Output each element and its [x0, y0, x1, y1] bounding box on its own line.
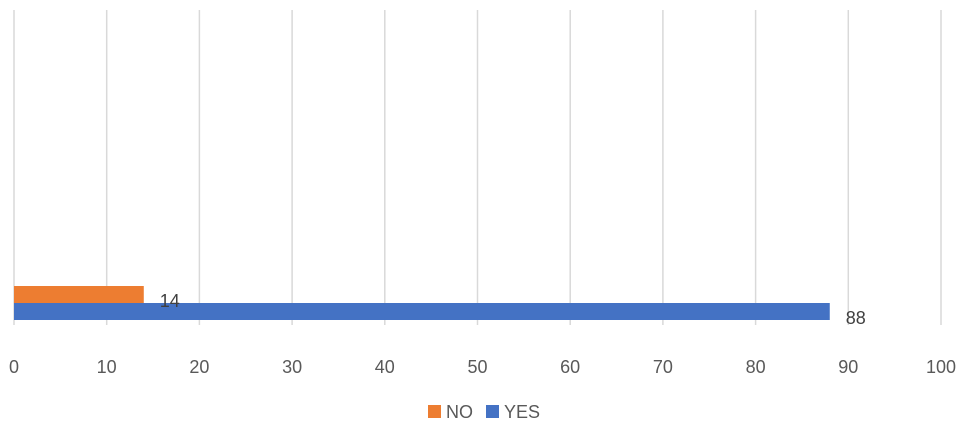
x-tick-label-60: 60: [560, 357, 580, 377]
gridlines: [13, 10, 942, 325]
x-tick-label-100: 100: [926, 357, 956, 377]
x-tick-label-40: 40: [375, 357, 395, 377]
legend-swatch-yes: [486, 405, 499, 418]
x-tick-label-90: 90: [838, 357, 858, 377]
x-tick-label-0: 0: [9, 357, 19, 377]
data-label-no: 14: [160, 291, 180, 311]
legend-swatch-no: [428, 405, 441, 418]
legend-label-yes: YES: [504, 402, 540, 422]
bar-yes: [14, 303, 830, 320]
x-axis-ticks: 0 10 20 30 40 50 60 70 80 90 100: [9, 357, 956, 377]
data-labels: 14 88: [160, 291, 866, 328]
x-tick-label-30: 30: [282, 357, 302, 377]
x-tick-label-50: 50: [467, 357, 487, 377]
x-tick-label-70: 70: [653, 357, 673, 377]
x-tick-label-80: 80: [746, 357, 766, 377]
data-label-yes: 88: [846, 308, 866, 328]
x-tick-label-10: 10: [97, 357, 117, 377]
bars: [14, 286, 830, 320]
legend: NO YES: [428, 402, 540, 422]
x-tick-label-20: 20: [189, 357, 209, 377]
legend-label-no: NO: [446, 402, 473, 422]
bar-no: [14, 286, 144, 303]
